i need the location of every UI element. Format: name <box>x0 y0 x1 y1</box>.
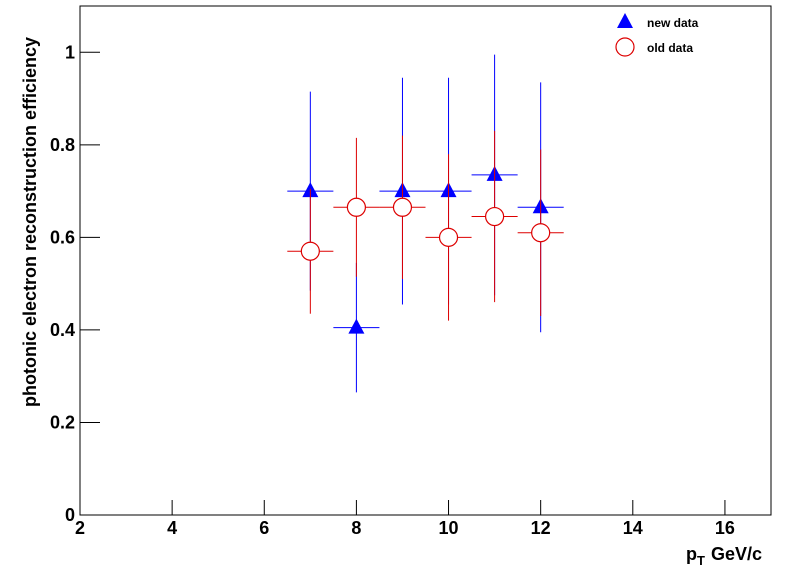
legend-label: old data <box>647 41 693 55</box>
marker <box>485 206 505 227</box>
marker <box>392 197 413 217</box>
x-tick-label: 2 <box>75 518 85 538</box>
legend-marker <box>615 37 635 57</box>
legend-label: new data <box>647 16 699 30</box>
y-tick-label: 0.6 <box>50 227 75 247</box>
x-label-suffix: GeV/c <box>711 544 762 564</box>
y-tick-label: 0 <box>65 505 75 525</box>
marker <box>438 227 459 247</box>
x-label-subscript: T <box>697 553 705 568</box>
y-tick-label: 0.8 <box>50 135 75 155</box>
x-label-main: p <box>686 544 697 564</box>
marker <box>300 241 320 261</box>
x-tick-label: 8 <box>351 518 361 538</box>
x-tick-label: 12 <box>531 518 551 538</box>
y-tick-label: 0.2 <box>50 412 75 432</box>
marker <box>348 318 365 334</box>
x-tick-label: 10 <box>439 518 459 538</box>
x-tick-label: 14 <box>623 518 643 538</box>
x-tick-label: 4 <box>167 518 177 538</box>
y-tick-label: 1 <box>65 42 75 62</box>
marker <box>531 223 551 243</box>
marker <box>346 197 366 217</box>
x-tick-label: 16 <box>715 518 735 538</box>
legend-marker <box>617 13 633 28</box>
y-tick-label: 0.4 <box>50 320 75 340</box>
y-axis-label: photonic electron reconstruction efficie… <box>20 37 40 407</box>
frame <box>79 5 772 516</box>
x-axis-label: pT GeV/c <box>686 544 762 568</box>
x-tick-label: 6 <box>259 518 269 538</box>
